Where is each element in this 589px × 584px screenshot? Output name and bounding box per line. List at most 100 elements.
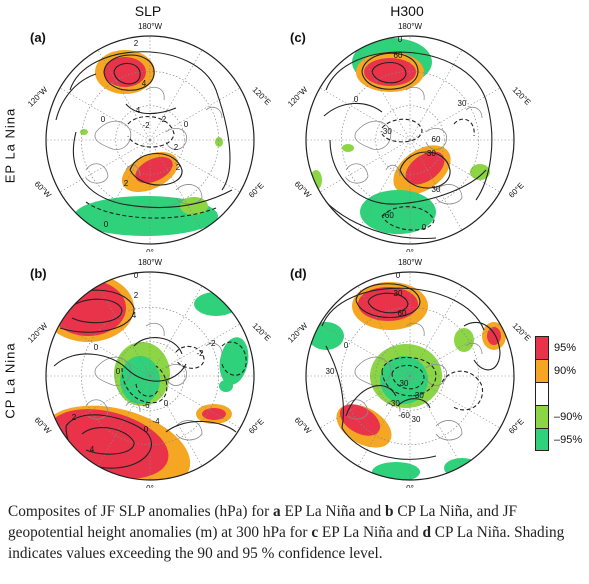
contour-line: [391, 364, 425, 390]
axis-label-top: 180°W: [138, 22, 163, 31]
contour-label: 2: [176, 163, 181, 172]
contour-label: 0: [398, 35, 403, 44]
legend-item: 95%: [535, 336, 589, 359]
significance-shading: [339, 404, 381, 436]
contour-line: [103, 54, 155, 91]
contour-label: 2: [134, 39, 139, 48]
panel-label: (c): [290, 30, 306, 45]
legend-item: –95%: [535, 428, 589, 451]
contour-label: 2: [162, 115, 167, 124]
caption-bold-d: d: [422, 524, 431, 541]
contour-label: 60: [432, 135, 441, 144]
legend-swatch-95: [535, 336, 549, 359]
significance-shading: [470, 164, 490, 180]
contour-line: [85, 201, 217, 219]
contour-line: [125, 103, 177, 115]
contour-line: [399, 151, 451, 189]
significance-shading: [342, 144, 354, 152]
contour-line: [329, 139, 487, 205]
caption-bold-b: b: [385, 503, 394, 520]
contour-label: -2: [196, 349, 204, 358]
significance-shading: [358, 287, 418, 321]
contour-label: 4: [136, 106, 141, 115]
contour-line: [325, 345, 437, 460]
axis-label-bottom: 0°: [406, 484, 414, 488]
axis-label-top: 180°W: [398, 22, 423, 31]
contour-label: 0: [104, 220, 109, 229]
contour-line: [127, 116, 175, 148]
significance-shading: [135, 156, 173, 184]
legend-label: –90%: [554, 410, 583, 423]
contour-label: -30: [388, 399, 400, 408]
contour-label: -60: [398, 411, 410, 420]
contour-label: 30: [432, 185, 441, 194]
confidence-legend: 95% 90% –90% –95%: [535, 336, 589, 451]
contour-label: 0: [184, 120, 189, 129]
significance-shading: [219, 380, 233, 392]
row-title-cp-la-nina: CP La Nina: [2, 342, 18, 419]
contour-label: 0: [396, 271, 401, 280]
contour-label: 4: [132, 311, 137, 320]
axis-label-left-upper: 120°W: [286, 321, 310, 345]
axis-label-left-lower: 60°W: [33, 179, 54, 200]
axis-label-right-lower: 60°E: [247, 417, 266, 436]
significance-shading: [120, 356, 160, 404]
significance-shading: [219, 337, 249, 385]
contour-line: [133, 337, 183, 355]
significance-shading: [405, 151, 445, 185]
contour-label: -4: [152, 417, 160, 426]
contour-label: -30: [412, 391, 424, 400]
significance-shading: [454, 328, 474, 352]
contour-label: 30: [326, 367, 335, 376]
axis-label-top: 180°W: [138, 258, 163, 267]
contour-line: [453, 118, 475, 137]
contour-line: [165, 420, 237, 433]
panel-c: 0 60 0 30 -30 60 -30 30 -60 0 (c) 180°W 120°W 120°E 60…: [286, 20, 536, 252]
legend-swatch-neg95: [535, 428, 549, 451]
significance-shading: [180, 197, 208, 215]
contour-line: [325, 51, 493, 201]
contour-label: 0: [116, 367, 121, 376]
contour-label: 0: [94, 343, 99, 352]
contour-label: -30: [424, 149, 436, 158]
column-title-slp: SLP: [134, 3, 162, 19]
contour-label: 0: [344, 341, 349, 350]
legend-item: 90%: [535, 359, 589, 382]
axis-label-right-lower: 60°E: [247, 181, 266, 200]
axis-label-left-upper: 120°W: [286, 85, 310, 109]
contour-line: [463, 321, 501, 371]
significance-shading: [487, 327, 501, 345]
contour-label: 0: [354, 95, 359, 104]
row-title-ep-la-nina: EP La Nina: [2, 107, 18, 184]
contour-line: [367, 292, 409, 314]
contour-label: 4: [142, 79, 147, 88]
panel-b: 0 2 4 0 0 -2 -2 0 0 -6 -4 4 2 (b) 180°W 120°W 120°E 60°W 6…: [26, 256, 276, 488]
axis-label-bottom: 0°: [406, 248, 414, 252]
contour-line: [441, 370, 483, 411]
caption-text: EP La Niña and: [318, 524, 423, 541]
contour-label: -6: [142, 401, 150, 410]
axis-label-right-upper: 120°E: [251, 321, 273, 343]
contour-line: [361, 52, 419, 90]
legend-label: 90%: [554, 364, 577, 377]
significance-shading: [104, 57, 146, 87]
contour-line: [55, 73, 97, 121]
contour-label: 30: [412, 415, 421, 424]
contour-label: -60: [382, 211, 394, 220]
axis-label-bottom: 0°: [146, 248, 154, 252]
contour-line: [175, 345, 205, 369]
contour-label: -2: [142, 121, 150, 130]
contour-line: [321, 287, 485, 331]
contour-line: [381, 206, 435, 231]
contour-line: [81, 427, 135, 455]
axis-label-right-upper: 120°E: [251, 85, 273, 107]
contour-line: [69, 298, 123, 324]
caption-text: CP La Niña, and JF geopotential height a…: [8, 503, 518, 541]
contour-label: 0: [164, 399, 169, 408]
contour-label: -2: [208, 339, 216, 348]
contour-label: 2: [124, 179, 129, 188]
panel-d: 0 30 60 0 30 -30 -60 30 -30 30 (d) 180°W 120°W 120°E 6…: [286, 256, 536, 488]
significance-shading: [202, 408, 226, 420]
significance-shading: [50, 280, 126, 336]
